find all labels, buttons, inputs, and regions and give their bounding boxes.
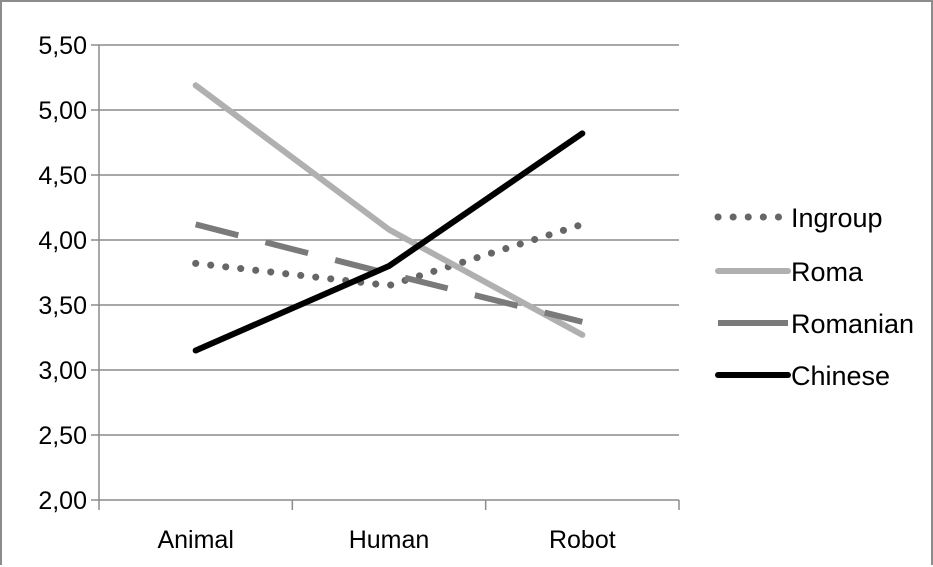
legend-label-roma: Roma — [791, 257, 864, 287]
series-lines — [192, 82, 586, 354]
axes — [91, 44, 680, 510]
series-line-roma — [192, 82, 586, 338]
y-tick-label: 5,50 — [38, 32, 87, 60]
x-tick-label: Animal — [157, 526, 233, 554]
legend-label-chinese: Chinese — [791, 361, 890, 391]
x-tick-label: Robot — [549, 526, 616, 554]
legend-label-ingroup: Ingroup — [791, 203, 883, 233]
y-tick-label: 3,50 — [38, 292, 87, 320]
gridlines — [99, 44, 679, 501]
y-tick-label: 2,00 — [38, 487, 87, 515]
y-tick-label: 3,00 — [38, 357, 87, 385]
y-tick-label: 5,00 — [38, 97, 87, 125]
y-tick-label: 4,50 — [38, 162, 87, 190]
y-axis-tick-labels: 2,00 2,50 3,00 3,50 4,00 4,50 5,00 5,50 — [38, 32, 87, 515]
x-axis-tick-labels: Animal Human Robot — [157, 526, 615, 554]
data-point-ingroup — [582, 224, 583, 225]
series-line-ingroup — [192, 220, 586, 289]
series-line-chinese — [192, 130, 586, 354]
x-tick-label: Human — [349, 526, 430, 554]
y-tick-label: 4,00 — [38, 227, 87, 255]
y-tick-label: 2,50 — [38, 422, 87, 450]
data-point-romanian — [389, 273, 390, 274]
series-line-romanian — [194, 221, 584, 325]
legend-label-romanian: Romanian — [791, 309, 914, 339]
legend: Ingroup Roma Romanian Chinese — [714, 203, 914, 391]
